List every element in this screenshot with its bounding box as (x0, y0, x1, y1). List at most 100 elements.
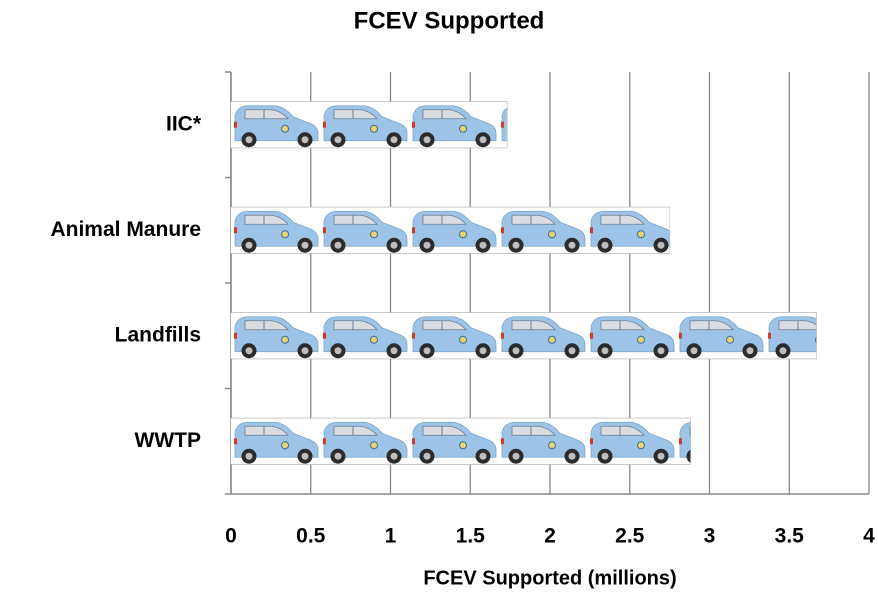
car-light (234, 333, 237, 339)
car-icon (409, 313, 498, 359)
car-hub (391, 136, 398, 143)
car-icon (231, 313, 320, 359)
car-light (234, 438, 237, 444)
car-light (323, 227, 326, 233)
car-light (590, 227, 593, 233)
car-light (234, 227, 237, 233)
car-icon (676, 418, 765, 464)
car-logo (727, 442, 734, 449)
car-hub (246, 136, 253, 143)
car-logo (371, 336, 378, 343)
car-light (501, 333, 504, 339)
pictogram (231, 207, 676, 253)
car-hub (569, 347, 576, 354)
car-hub (424, 242, 431, 249)
car-icon (587, 207, 676, 253)
car-logo (460, 125, 467, 132)
car-icon (498, 418, 587, 464)
car-hub (658, 242, 665, 249)
pictogram (231, 313, 854, 359)
car-hub (246, 453, 253, 460)
car-logo (638, 442, 645, 449)
chart-title: FCEV Supported (354, 7, 545, 34)
car-light (412, 227, 415, 233)
pictogram (231, 418, 765, 464)
x-tick-label: 0.5 (296, 525, 326, 548)
car-hub (391, 347, 398, 354)
car-hub (391, 453, 398, 460)
car-light (501, 438, 504, 444)
car-hub (513, 136, 520, 143)
car-background (498, 102, 587, 148)
car-hub (569, 136, 576, 143)
car-hub (335, 136, 342, 143)
car-icon (498, 313, 587, 359)
car-hub (302, 242, 309, 249)
x-tick-label: 1 (385, 525, 397, 548)
car-logo (460, 231, 467, 238)
car-hub (569, 242, 576, 249)
car-hub (302, 136, 309, 143)
car-icon (320, 102, 409, 148)
x-tick-label: 0 (225, 525, 237, 548)
car-light (234, 122, 237, 128)
car-hub (602, 453, 609, 460)
x-tick-label: 3.5 (775, 525, 805, 548)
car-hub (513, 242, 520, 249)
car-hub (480, 242, 487, 249)
category-label: IIC* (166, 112, 202, 135)
car-light (323, 122, 326, 128)
car-logo (727, 336, 734, 343)
x-tick-label: 2 (544, 525, 556, 548)
category-label: Animal Manure (50, 218, 201, 241)
car-light (768, 333, 771, 339)
car-hub (246, 347, 253, 354)
car-logo (371, 125, 378, 132)
car-wheel (509, 132, 524, 147)
car-light (323, 333, 326, 339)
car-hub (391, 242, 398, 249)
car-icon (498, 207, 587, 253)
car-logo (460, 336, 467, 343)
car-icon (676, 313, 765, 359)
car-icon (498, 102, 587, 148)
car-icon (320, 313, 409, 359)
car-logo (549, 336, 556, 343)
category-label: Landfills (115, 323, 201, 346)
x-tick-label: 1.5 (456, 525, 486, 548)
car-icon (409, 207, 498, 253)
car-hub (691, 347, 698, 354)
car-hub (335, 242, 342, 249)
car-wheel (832, 343, 847, 358)
car-wheel (687, 449, 702, 464)
pictogram (231, 102, 587, 148)
car-icon (231, 207, 320, 253)
car-hub (658, 453, 665, 460)
car-hub (335, 347, 342, 354)
car-logo (371, 442, 378, 449)
car-hub (513, 347, 520, 354)
car-icon (587, 313, 676, 359)
car-hub (836, 347, 843, 354)
car-light (412, 333, 415, 339)
car-logo (282, 336, 289, 343)
car-body (680, 422, 763, 457)
car-light (679, 438, 682, 444)
car-logo (282, 231, 289, 238)
car-light (501, 227, 504, 233)
car-hub (691, 453, 698, 460)
car-icon (409, 102, 498, 148)
category-label: WWTP (135, 429, 201, 452)
car-hub (569, 453, 576, 460)
car-logo (549, 442, 556, 449)
car-logo (371, 231, 378, 238)
car-logo (460, 442, 467, 449)
car-hub (602, 347, 609, 354)
car-logo (638, 231, 645, 238)
car-icon (231, 102, 320, 148)
car-light (501, 122, 504, 128)
car-hub (480, 453, 487, 460)
x-axis-label: FCEV Supported (millions) (423, 567, 676, 589)
car-icon (409, 418, 498, 464)
car-hub (335, 453, 342, 460)
